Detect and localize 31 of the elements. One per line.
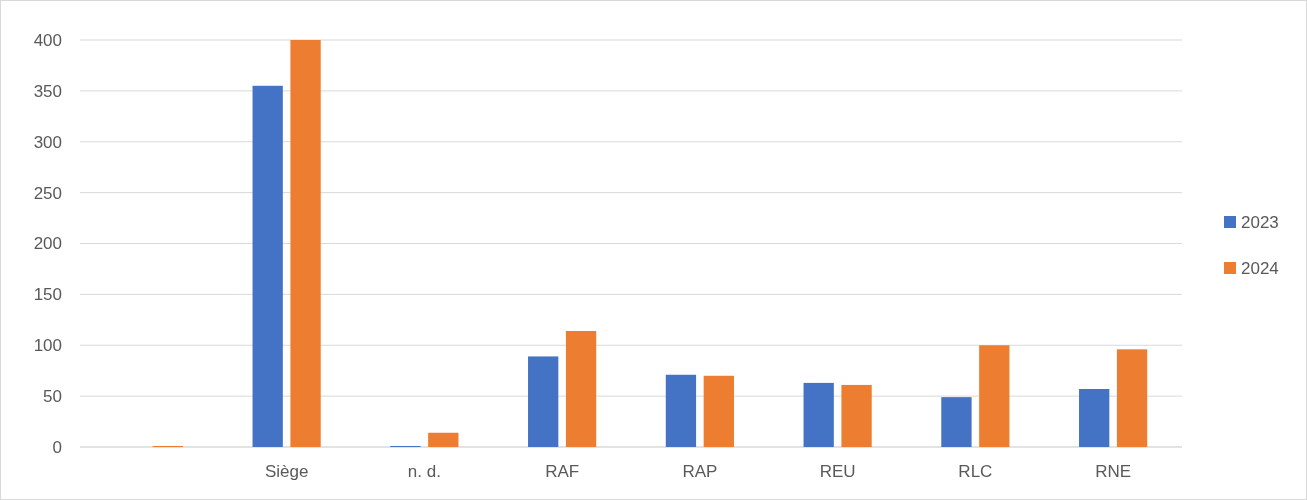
y-tick-label: 300 bbox=[33, 132, 62, 152]
x-tick-label: n. d. bbox=[407, 462, 441, 481]
x-tick-label: Siège bbox=[264, 462, 309, 481]
bar bbox=[665, 374, 697, 447]
bar bbox=[941, 397, 972, 447]
y-tick-label: 350 bbox=[33, 81, 62, 101]
bar bbox=[428, 432, 459, 447]
bar bbox=[528, 356, 559, 447]
bar bbox=[979, 345, 1010, 447]
y-tick-label: 50 bbox=[43, 387, 62, 407]
bar bbox=[565, 331, 597, 447]
y-tick-label: 150 bbox=[33, 285, 62, 305]
x-tick-label: RNE bbox=[1095, 462, 1132, 481]
legend-label: 2024 bbox=[1241, 258, 1279, 278]
legend-label: 2023 bbox=[1241, 212, 1279, 232]
bar bbox=[803, 382, 834, 447]
y-tick-label: 0 bbox=[52, 437, 62, 457]
bar bbox=[841, 384, 872, 447]
y-tick-label: 200 bbox=[33, 234, 62, 254]
x-tick-label: RAP bbox=[682, 462, 718, 481]
y-tick-label: 250 bbox=[33, 183, 62, 203]
x-tick-label: RAF bbox=[545, 462, 580, 481]
bar bbox=[1079, 389, 1110, 447]
y-tick-label: 100 bbox=[33, 336, 62, 356]
bar bbox=[290, 40, 321, 447]
y-tick-label: 400 bbox=[33, 30, 62, 50]
x-tick-label: REU bbox=[819, 462, 856, 481]
bar bbox=[1116, 349, 1148, 447]
bar bbox=[252, 85, 283, 447]
x-tick-label: RLC bbox=[958, 462, 993, 481]
bar bbox=[703, 375, 734, 447]
